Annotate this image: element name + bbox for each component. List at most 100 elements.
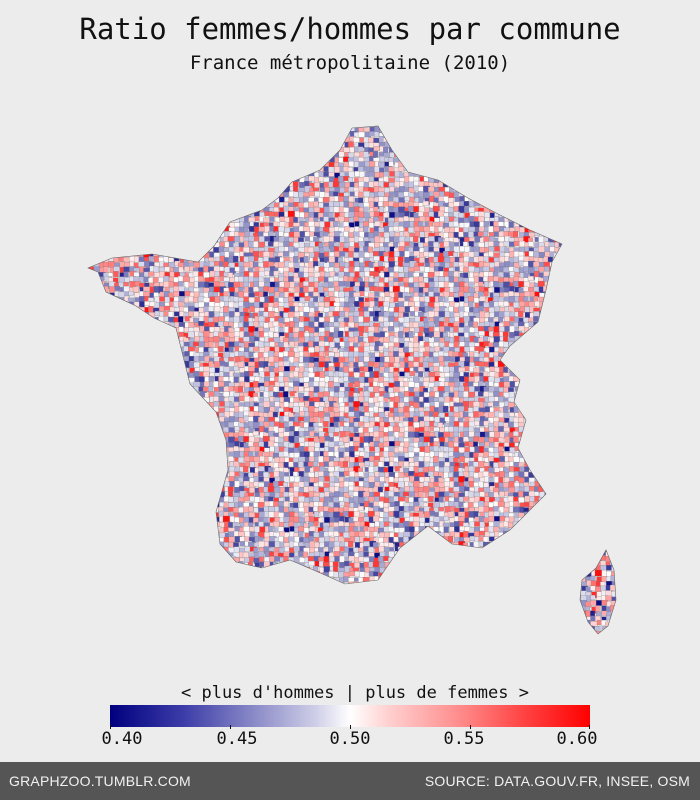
commune-cell: [199, 202, 206, 208]
commune-cell: [257, 157, 265, 165]
commune-cell: [133, 201, 141, 208]
commune-cell: [553, 296, 561, 302]
commune-cell: [544, 362, 551, 369]
commune-cell: [264, 156, 270, 164]
commune-cell: [442, 126, 449, 129]
commune-cell: [553, 231, 561, 237]
commune-cell: [512, 280, 519, 287]
commune-cell: [103, 126, 111, 127]
commune-cell: [277, 126, 285, 128]
commune-cell: [558, 251, 562, 258]
commune-cell: [198, 242, 205, 247]
commune-cell: [88, 171, 94, 178]
commune-cell: [259, 196, 266, 202]
commune-cell: [88, 197, 91, 204]
commune-cell: [133, 311, 139, 318]
commune-cell: [378, 260, 384, 267]
commune-cell: [427, 157, 433, 163]
commune-cell: [88, 242, 92, 250]
commune-cell: [513, 152, 520, 158]
commune-cell: [278, 176, 284, 183]
commune-cell: [157, 337, 163, 344]
commune-cell: [549, 312, 556, 320]
commune-cell: [503, 176, 511, 183]
commune-cell: [433, 132, 439, 139]
commune-cell: [393, 202, 399, 208]
commune-cell: [198, 181, 204, 189]
commune-cell: [103, 207, 110, 214]
commune-cell: [534, 371, 541, 379]
commune-cell: [274, 157, 282, 164]
commune-cell: [118, 220, 124, 227]
commune-cell: [239, 146, 246, 153]
commune-cell: [169, 371, 176, 379]
commune-cell: [379, 237, 385, 243]
commune-cell: [159, 341, 165, 347]
commune-cell: [469, 147, 476, 153]
commune-cell: [373, 206, 379, 212]
commune-cell: [223, 216, 229, 222]
commune-cell: [564, 328, 570, 334]
commune-cell: [469, 132, 477, 139]
commune-cell: [398, 126, 405, 128]
commune-cell: [88, 192, 96, 199]
commune-cell: [109, 201, 115, 209]
commune-cell: [307, 246, 314, 253]
commune-cell: [119, 150, 126, 158]
commune-cell: [213, 177, 221, 184]
commune-cell: [124, 327, 130, 335]
commune-cell: [559, 177, 562, 183]
commune-cell: [189, 207, 197, 214]
commune-cell: [482, 231, 488, 237]
commune-cell: [449, 172, 456, 179]
commune-cell: [468, 161, 475, 168]
commune-cell: [99, 326, 107, 334]
commune-cell: [89, 272, 96, 278]
commune-cell: [543, 166, 551, 173]
commune-cell: [453, 271, 460, 277]
commune-cell: [103, 246, 111, 254]
commune-cell: [103, 161, 109, 168]
commune-cell: [184, 242, 192, 249]
commune-cell: [372, 251, 380, 257]
commune-cell: [338, 126, 344, 128]
commune-cell: [98, 336, 105, 342]
commune-cell: [173, 367, 179, 375]
commune-cell: [118, 126, 124, 129]
commune-cell: [187, 226, 194, 234]
commune-cell: [354, 221, 360, 227]
commune-cell: [258, 171, 264, 177]
commune-cell: [374, 291, 380, 297]
commune-cell: [538, 132, 546, 138]
commune-cell: [318, 136, 324, 143]
commune-cell: [147, 161, 155, 168]
commune-cell: [448, 142, 455, 148]
commune-cell: [318, 140, 324, 148]
commune-cell: [514, 367, 520, 375]
commune-cell: [354, 170, 361, 177]
commune-cell: [243, 331, 250, 338]
commune-cell: [182, 236, 191, 244]
commune-cell: [454, 156, 462, 162]
commune-cell: [448, 350, 454, 357]
commune-cell: [419, 216, 426, 222]
commune-cell: [169, 186, 177, 194]
commune-cell: [278, 241, 284, 247]
commune-cell: [313, 142, 319, 148]
commune-cell: [278, 230, 284, 237]
commune-cell: [173, 291, 180, 297]
commune-cell: [202, 197, 209, 205]
commune-cell: [389, 127, 396, 134]
commune-cell: [384, 126, 391, 129]
commune-cell: [194, 142, 200, 149]
commune-cell: [378, 126, 386, 128]
commune-cell: [558, 286, 562, 294]
commune-cell: [279, 162, 287, 169]
commune-cell: [119, 191, 126, 199]
commune-cell: [528, 176, 534, 182]
commune-cell: [494, 147, 502, 154]
commune-cell: [212, 336, 220, 343]
commune-cell: [207, 181, 213, 188]
commune-cell: [158, 325, 166, 333]
commune-cell: [88, 346, 95, 352]
